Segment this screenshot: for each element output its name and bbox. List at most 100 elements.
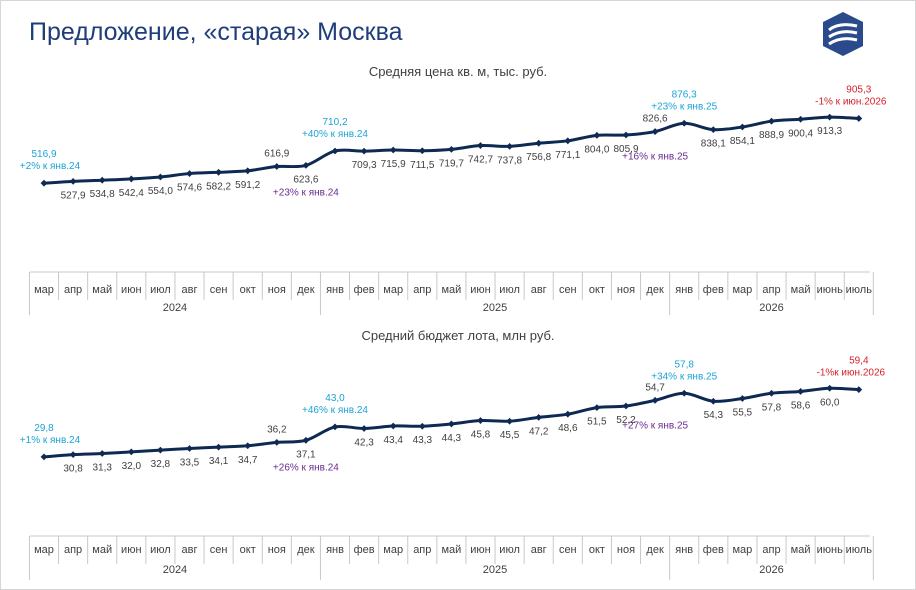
x-tick-label: янв xyxy=(675,284,693,296)
data-point xyxy=(535,139,543,147)
data-label: 805,9 xyxy=(613,144,638,155)
x-tick-label: май xyxy=(92,544,112,556)
data-point xyxy=(709,126,717,134)
data-point xyxy=(680,389,688,397)
data-label: 616,9 xyxy=(264,149,289,160)
data-label: 905,3 xyxy=(846,84,871,95)
data-point xyxy=(768,117,775,125)
annotation-label: +23% к янв.25 xyxy=(651,101,717,112)
x-tick-label: июн xyxy=(121,284,141,296)
annotation-label: +2% к янв.24 xyxy=(20,161,81,172)
data-point xyxy=(302,162,310,169)
chart-title: Средняя цена кв. м, тыс. руб. xyxy=(369,64,547,79)
data-point xyxy=(127,175,135,183)
data-label: 888,9 xyxy=(759,130,784,141)
data-point xyxy=(680,119,688,127)
data-point xyxy=(69,177,77,185)
data-point xyxy=(593,404,601,411)
annotation-label: +26% к янв.24 xyxy=(273,462,339,473)
data-label: 516,9 xyxy=(31,149,56,160)
x-tick-label: янв xyxy=(326,544,344,556)
data-point xyxy=(418,147,426,155)
annotation-label: -1% к июн.2026 xyxy=(815,96,887,107)
annotation-label: +16% к янв.25 xyxy=(622,152,688,163)
data-point xyxy=(477,142,484,149)
data-label: 737,8 xyxy=(497,155,522,166)
x-tick-label: ноя xyxy=(617,544,635,556)
data-point xyxy=(98,176,106,184)
x-tick-label: фев xyxy=(354,284,375,296)
annotation-label: +46% к янв.24 xyxy=(302,405,368,416)
page-title: Предложение, «старая» Москва xyxy=(29,18,403,46)
data-label: 913,3 xyxy=(817,126,842,137)
data-point xyxy=(98,450,106,457)
x-tick-label: апр xyxy=(413,284,431,296)
data-label: 554,0 xyxy=(148,186,173,197)
x-tick-label: авг xyxy=(182,544,198,556)
x-tick-label: апр xyxy=(64,544,82,556)
x-tick-label: сен xyxy=(559,284,577,296)
x-tick-label: мар xyxy=(34,284,54,296)
data-label: 42,3 xyxy=(354,438,374,449)
data-point xyxy=(797,115,804,123)
data-point xyxy=(593,131,601,139)
x-tick-label: фев xyxy=(354,544,375,556)
data-point xyxy=(244,167,252,175)
data-label: 57,8 xyxy=(762,402,782,413)
data-label: 34,7 xyxy=(238,455,258,466)
data-point xyxy=(360,147,368,155)
data-label: 542,4 xyxy=(119,188,144,199)
data-label: 36,2 xyxy=(267,424,287,435)
data-label: 37,1 xyxy=(296,449,316,460)
data-point xyxy=(186,445,193,452)
lot-budget-chart: Средний бюджет лота, млн руб.мар апр май ию… xyxy=(20,328,886,580)
data-point xyxy=(797,388,804,395)
data-point xyxy=(506,417,513,425)
data-point xyxy=(826,113,834,121)
data-label: 34,1 xyxy=(209,456,229,467)
data-point xyxy=(273,163,281,170)
annotation-label: +40% к янв.24 xyxy=(302,129,368,140)
data-point xyxy=(389,146,397,154)
data-label: 43,3 xyxy=(413,435,433,446)
data-label: 48,6 xyxy=(558,423,578,434)
x-tick-label: окт xyxy=(240,544,256,556)
x-tick-label: окт xyxy=(240,284,256,296)
x-tick-label: май xyxy=(441,284,461,296)
data-point xyxy=(448,420,455,428)
x-tick-label: фев xyxy=(703,284,724,296)
data-point xyxy=(651,128,659,135)
data-label: 711,5 xyxy=(410,160,435,171)
company-logo xyxy=(823,12,863,56)
data-label: 854,1 xyxy=(730,136,755,147)
data-point xyxy=(186,170,193,177)
data-label: 756,8 xyxy=(526,152,551,163)
data-point xyxy=(389,422,397,430)
data-point xyxy=(40,453,48,461)
data-label: 709,3 xyxy=(352,160,377,171)
x-tick-label: фев xyxy=(703,544,724,556)
data-point xyxy=(302,436,310,444)
x-tick-label: июн xyxy=(121,544,141,556)
price-per-sqm-chart: Средняя цена кв. м, тыс. руб.мар апр май ию… xyxy=(20,64,887,315)
data-label: 771,1 xyxy=(555,150,580,161)
x-tick-label: мар xyxy=(732,284,752,296)
x-tick-label: июнь xyxy=(817,544,843,556)
x-tick-label: апр xyxy=(762,284,780,296)
data-label: 54,7 xyxy=(645,382,665,393)
x-tick-label: дек xyxy=(646,544,664,556)
x-tick-label: янв xyxy=(326,284,344,296)
annotation-label: +1% к янв.24 xyxy=(20,435,81,446)
x-tick-label: май xyxy=(92,284,112,296)
x-tick-label: мар xyxy=(383,544,403,556)
data-label: 33,5 xyxy=(180,458,200,469)
data-point xyxy=(739,123,746,131)
x-tick-label: июл xyxy=(150,544,171,556)
x-tick-label: июн xyxy=(470,284,490,296)
data-label: 710,2 xyxy=(322,117,347,128)
x-tick-label: янв xyxy=(675,544,693,556)
data-label: 719,7 xyxy=(439,158,464,169)
x-tick-label: ноя xyxy=(617,284,635,296)
x-tick-label: июл xyxy=(499,284,520,296)
x-tick-label: июн xyxy=(470,544,490,556)
